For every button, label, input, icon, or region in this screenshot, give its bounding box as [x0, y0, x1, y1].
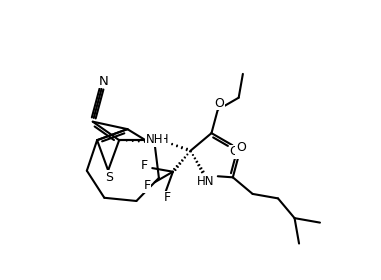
Text: NH: NH — [146, 133, 163, 146]
Text: O: O — [236, 141, 246, 154]
Text: O: O — [214, 97, 224, 110]
Text: F: F — [143, 179, 150, 192]
Text: F: F — [163, 191, 171, 204]
Text: O: O — [229, 145, 239, 158]
Text: S: S — [105, 171, 113, 184]
Text: N: N — [99, 75, 109, 88]
Text: F: F — [141, 159, 148, 172]
Text: NH: NH — [152, 133, 169, 146]
Text: HN: HN — [197, 175, 215, 188]
